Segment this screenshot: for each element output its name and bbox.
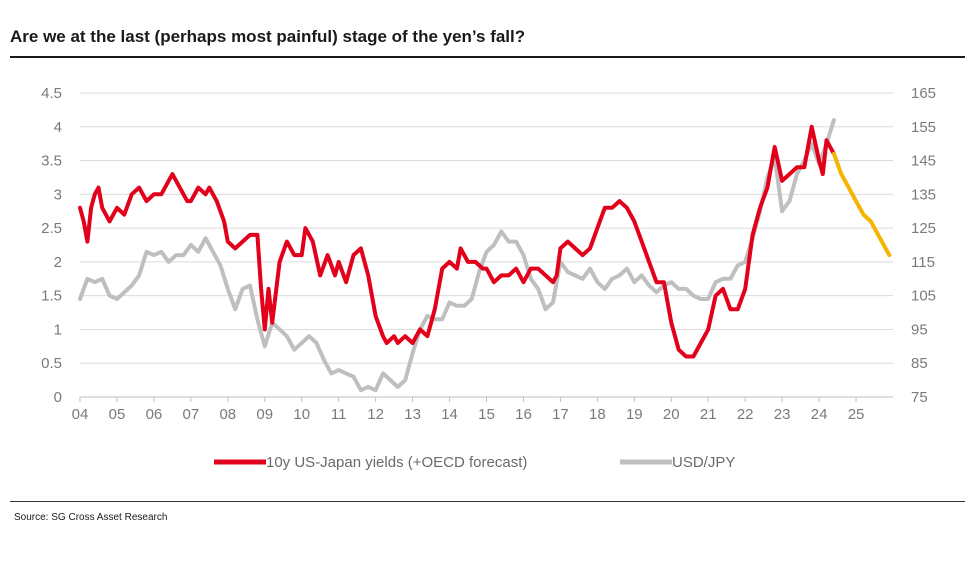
x-tick-label: 06 (146, 406, 163, 423)
x-tick-label: 19 (626, 406, 643, 423)
x-tick-label: 17 (552, 406, 569, 423)
x-tick-label: 20 (663, 406, 680, 423)
left-tick-label: 3.5 (41, 153, 62, 170)
x-tick-label: 23 (774, 406, 791, 423)
source-rule (10, 501, 965, 502)
x-tick-label: 16 (515, 406, 532, 423)
chart-legend: 10y US-Japan yields (+OECD forecast) USD/… (214, 454, 735, 471)
right-tick-label: 145 (911, 153, 936, 170)
yield-spread-line (78, 124, 836, 359)
left-tick-label: 1.5 (41, 288, 62, 305)
chart-canvas: 0 0.5 1 1.5 2 2.5 3 3.5 4 4.5 75 85 95 105 115 125 135 1… (41, 85, 936, 471)
x-tick-label: 08 (219, 406, 236, 423)
right-tick-label: 135 (911, 186, 936, 203)
x-tick-label: 12 (367, 406, 384, 423)
x-tick-label: 25 (848, 406, 865, 423)
x-tick-label: 11 (331, 406, 347, 423)
source-note: Source: SG Cross Asset Research (14, 512, 168, 523)
forecast-line (831, 151, 892, 258)
usdjpy-line (78, 118, 836, 393)
x-tick-label: 21 (700, 406, 717, 423)
left-tick-label: 0 (54, 389, 62, 406)
right-tick-label: 165 (911, 85, 936, 102)
right-tick-label: 95 (911, 321, 928, 338)
x-tick-label: 04 (72, 406, 89, 423)
left-tick-label: 3 (54, 186, 62, 203)
left-tick-label: 2 (54, 254, 62, 271)
left-tick-label: 4.5 (41, 85, 62, 102)
right-tick-label: 125 (911, 220, 936, 237)
right-tick-label: 115 (911, 254, 935, 271)
x-tick-label: 09 (256, 406, 273, 423)
chart-title: Are we at the last (perhaps most painful… (10, 27, 526, 46)
left-tick-label: 2.5 (41, 220, 62, 237)
right-axis-ticks: 75 85 95 105 115 125 135 145 155 165 (911, 85, 936, 406)
x-axis-ticks: 04 05 06 07 08 09 10 11 12 13 14 15 16 17 18 19 20 21 22 23… (72, 397, 865, 423)
x-tick-label: 14 (441, 406, 458, 423)
left-tick-label: 0.5 (41, 355, 62, 372)
x-tick-label: 05 (109, 406, 126, 423)
right-tick-label: 105 (911, 288, 936, 305)
x-tick-label: 10 (293, 406, 310, 423)
left-tick-label: 1 (54, 321, 62, 338)
legend-label: USD/JPY (672, 454, 735, 471)
right-tick-label: 85 (911, 355, 928, 372)
left-axis-ticks: 0 0.5 1 1.5 2 2.5 3 3.5 4 4.5 (41, 85, 62, 406)
x-tick-label: 13 (404, 406, 421, 423)
x-tick-label: 22 (737, 406, 754, 423)
title-rule (10, 56, 965, 58)
chart-grid (80, 92, 893, 398)
legend-label: 10y US-Japan yields (+OECD forecast) (266, 454, 527, 471)
chart-series (78, 118, 892, 393)
right-tick-label: 75 (911, 389, 928, 406)
left-tick-label: 4 (54, 119, 62, 136)
x-tick-label: 15 (478, 406, 495, 423)
x-tick-label: 18 (589, 406, 606, 423)
right-tick-label: 155 (911, 119, 936, 136)
x-tick-label: 07 (183, 406, 200, 423)
x-tick-label: 24 (811, 406, 828, 423)
